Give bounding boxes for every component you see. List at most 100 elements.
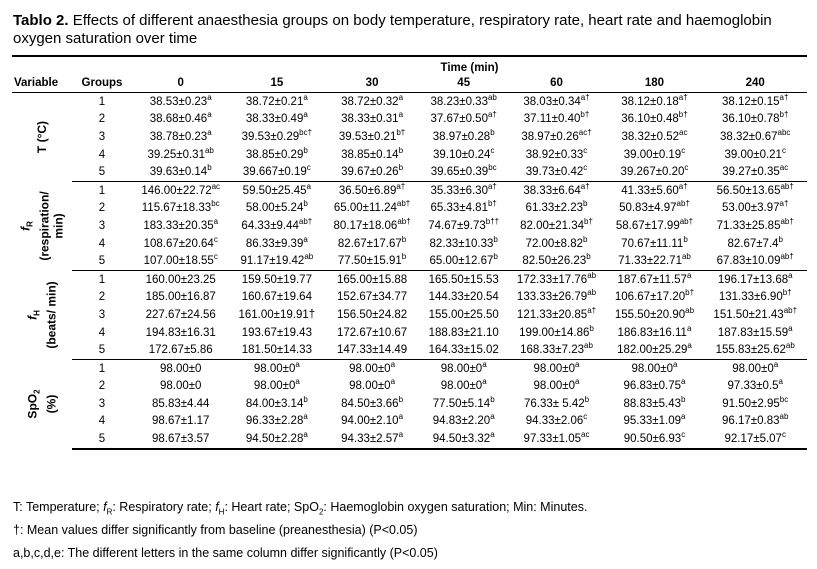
value-cell: 187.83±15.59a xyxy=(717,323,793,339)
value-cell: 98.00±0 xyxy=(159,380,202,393)
variable-label: fR (respiration/min) xyxy=(18,191,66,261)
footnote-abbreviations: T: Temperature; fR: Respiratory rate; fH… xyxy=(13,500,588,517)
group-cell: 2 xyxy=(98,202,106,215)
table-caption: Tablo 2. Effects of different anaesthesi… xyxy=(13,12,808,48)
value-cell: 98.00±0a xyxy=(440,377,487,393)
value-cell: 38.33±0.31a xyxy=(341,110,404,126)
value-cell: 172.67±5.86 xyxy=(132,341,230,360)
value-cell: 41.33±5.60a† xyxy=(621,181,688,197)
value-cell: 98.67±1.17 xyxy=(151,415,210,428)
table-row: 2 38.68±0.46a 38.33±0.49a 38.33±0.31a 37.67±… xyxy=(12,111,807,129)
value-cell: 147.33±14.49 xyxy=(324,341,420,360)
value-cell: 38.12±0.15a† xyxy=(722,92,789,108)
value-cell: 71.33±22.71ab xyxy=(605,252,704,271)
group-cell: 3 xyxy=(98,397,106,410)
value-cell: 98.00±0a xyxy=(533,359,580,375)
value-cell: 39.10±0.24c xyxy=(432,145,495,161)
group-cell: 4 xyxy=(98,415,106,428)
value-cell: 98.67±3.57 xyxy=(132,430,230,450)
time-col-header: 15 xyxy=(229,74,325,93)
value-cell: 82.67±7.4b xyxy=(727,234,783,250)
table-row: 5 172.67±5.86 181.50±14.33 147.33±14.49 164.… xyxy=(12,341,807,360)
caption-text: Effects of different anaesthesia groups … xyxy=(13,12,772,47)
value-cell: 97.33±1.05ac xyxy=(507,430,606,450)
group-cell: 1 xyxy=(98,273,106,286)
value-cell: 80.17±18.06ab† xyxy=(333,217,411,232)
value-cell: 65.00±11.24ab† xyxy=(333,199,411,215)
value-cell: 38.03±0.34a† xyxy=(523,92,590,108)
value-cell: 39.53±0.29bc† xyxy=(241,128,313,143)
value-cell: 39.63±0.14b xyxy=(132,163,230,182)
value-cell: 38.53±0.23a xyxy=(149,92,212,108)
value-cell: 64.33±9.44ab† xyxy=(241,217,313,232)
value-cell: 133.33±26.79ab xyxy=(516,288,597,304)
group-cell: 3 xyxy=(98,130,106,143)
value-cell: 71.33±25.85ab† xyxy=(716,217,794,232)
footnote-letters: a,b,c,d,e: The different letters in the … xyxy=(13,546,438,560)
value-cell: 108.67±20.64c xyxy=(143,234,218,250)
value-cell: 159.50±19.77 xyxy=(241,273,312,286)
value-cell: 172.67±10.67 xyxy=(336,326,408,339)
table-row: 3 38.78±0.23a 39.53±0.29bc† 39.53±0.21b† 38.… xyxy=(12,128,807,146)
value-cell: 164.33±15.02 xyxy=(419,341,508,360)
value-cell: 98.00±0a xyxy=(533,377,580,393)
group-cell: 1 xyxy=(98,184,106,197)
value-cell: 76.33± 5.42b xyxy=(523,395,590,410)
value-cell: 36.10±0.48b† xyxy=(621,110,688,126)
value-cell: 183.33±20.35a xyxy=(143,217,219,232)
value-cell: 72.00±8.82b xyxy=(525,234,588,250)
value-cell: 39.27±0.35ac xyxy=(703,163,807,182)
value-cell: 185.00±16.87 xyxy=(145,291,216,304)
value-cell: 144.33±20.54 xyxy=(428,291,499,304)
value-cell: 155.50±20.90ab xyxy=(614,306,695,321)
value-cell: 39.667±0.19c xyxy=(229,163,325,182)
value-cell: 94.50±2.28a xyxy=(229,430,325,450)
value-cell: 53.00±3.97a† xyxy=(722,199,789,215)
time-col-header: 30 xyxy=(324,74,420,93)
time-col-header: 60 xyxy=(507,74,606,93)
value-cell: 98.00±0a xyxy=(253,377,300,393)
value-cell: 98.00±0 xyxy=(159,362,202,375)
value-cell: 196.17±13.68a xyxy=(717,270,793,286)
table-row: 3 227.67±24.56 161.00±19.91† 156.50±24.82 15… xyxy=(12,306,807,324)
value-cell: 146.00±22.72ac xyxy=(141,181,221,197)
table-row: 5 39.63±0.14b 39.667±0.19c 39.67±0.26b 39.65… xyxy=(12,163,807,182)
table-row: 5 98.67±3.57 94.50±2.28a 94.33±2.57a 94.50±3… xyxy=(12,430,807,450)
value-cell: 82.67±17.67b xyxy=(337,234,407,250)
value-cell: 91.50±2.95bc xyxy=(722,395,789,410)
variable-header: Variable xyxy=(12,74,72,93)
group-cell: 2 xyxy=(98,113,106,126)
value-cell: 94.83±2.20a xyxy=(432,412,495,428)
footnote-dagger: †: Mean values differ significantly from… xyxy=(13,523,418,537)
value-cell: 77.50±15.91b xyxy=(324,252,420,271)
value-cell: 38.72±0.21a xyxy=(245,92,308,108)
value-cell: 35.33±6.30a† xyxy=(430,181,497,197)
value-cell: 82.50±26.23b xyxy=(507,252,606,271)
value-cell: 98.00±0a xyxy=(440,359,487,375)
value-cell: 39.25±0.31ab xyxy=(147,145,214,161)
value-cell: 161.00±19.91† xyxy=(238,308,316,321)
value-cell: 155.83±25.62ab xyxy=(703,341,807,360)
value-cell: 96.83±0.75a xyxy=(623,377,686,393)
value-cell: 172.33±17.76ab xyxy=(516,270,597,286)
value-cell: 199.00±14.86b xyxy=(519,323,594,339)
value-cell: 38.85±0.29b xyxy=(245,145,308,161)
value-cell: 65.00±12.67b xyxy=(419,252,508,271)
value-cell: 94.00±2.10a xyxy=(341,412,404,428)
value-cell: 38.32±0.52ac xyxy=(621,128,688,143)
table-row: 4 98.67±1.17 96.33±2.28a 94.00±2.10a 94.83±2… xyxy=(12,413,807,431)
time-col-header: 45 xyxy=(419,74,508,93)
value-cell: 36.10±0.78b† xyxy=(722,110,789,126)
value-cell: 94.33±2.57a xyxy=(324,430,420,450)
value-cell: 92.17±5.07c xyxy=(703,430,807,450)
value-cell: 152.67±34.77 xyxy=(336,291,408,304)
value-cell: 50.83±4.97ab† xyxy=(619,199,690,215)
value-cell: 38.32±0.67abc xyxy=(720,128,791,143)
value-cell: 39.65±0.39bc xyxy=(419,163,508,182)
value-cell: 160.67±19.64 xyxy=(241,291,312,304)
value-cell: 65.33±4.81b† xyxy=(430,199,497,215)
results-table: Time (min) Variable Groups 0 15 30 45 60 180 2… xyxy=(12,55,807,450)
table-row: 2 98.00±0 98.00±0a 98.00±0a 98.00±0a 98.00±0a… xyxy=(12,378,807,396)
value-cell: 98.00±0a xyxy=(349,359,396,375)
